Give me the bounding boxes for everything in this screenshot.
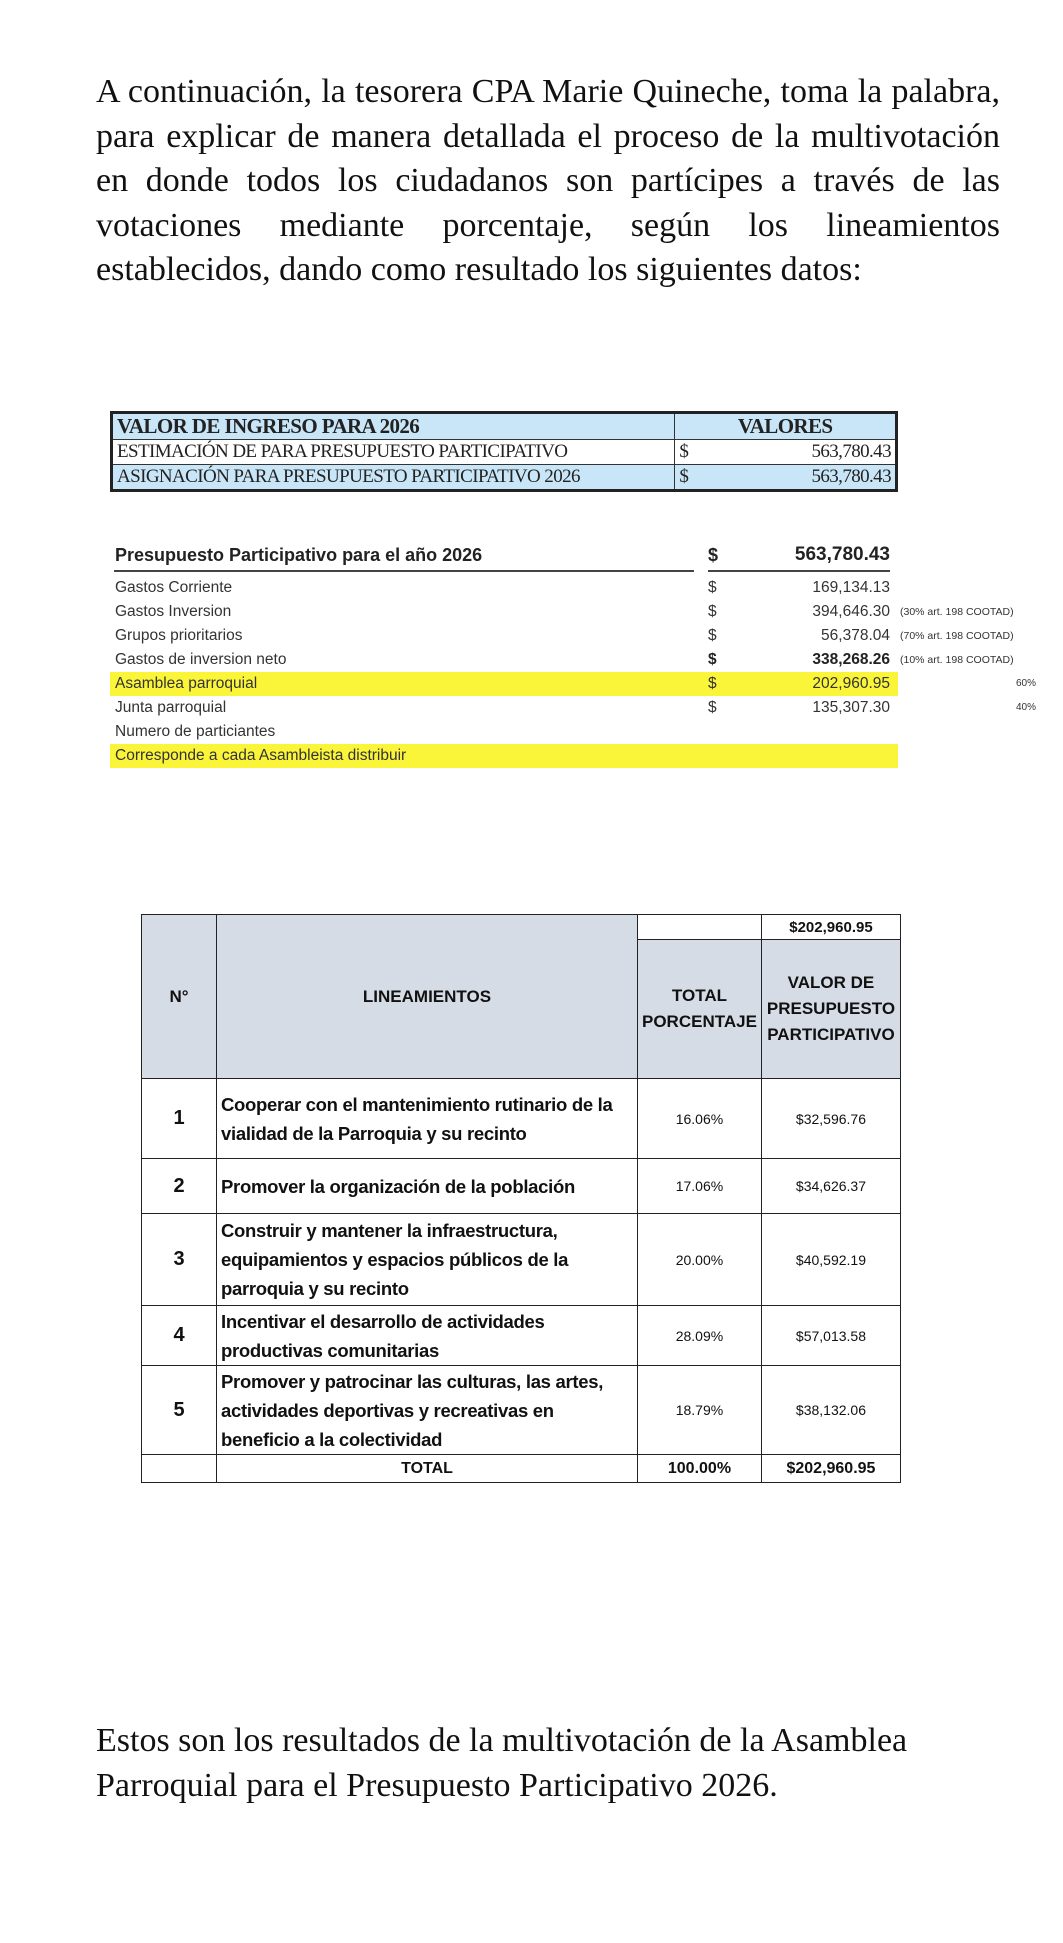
row-note: (10% art. 198 COOTAD) — [900, 654, 1014, 666]
row-percent: 40% — [1015, 702, 1036, 713]
row-value: $34,626.37 — [760, 1158, 902, 1214]
table-row: 4 Incentivar el desarrollo de actividade… — [141, 1305, 902, 1366]
row-label: Junta parroquial — [115, 699, 227, 716]
row-label: ESTIMACIÓN DE PARA PRESUPUESTO PARTICIPA… — [110, 439, 676, 465]
income-row: ASIGNACIÓN PARA PRESUPUESTO PARTICIPATIV… — [110, 464, 898, 491]
row-currency: $ — [674, 439, 700, 465]
row-value: $40,592.19 — [760, 1213, 902, 1306]
closing-paragraph: Estos son los resultados de la multivota… — [96, 1722, 908, 1804]
total-blank — [141, 1454, 217, 1483]
row-label: Grupos prioritarios — [115, 627, 243, 644]
budget-row-highlighted: Asamblea parroquial $202,960.95 60% — [110, 672, 1040, 696]
row-number: 1 — [141, 1078, 217, 1159]
table-row: 2 Promover la organización de la poblaci… — [141, 1158, 902, 1214]
row-note: (30% art. 198 COOTAD) — [900, 606, 1014, 618]
budget-row: Grupos prioritarios $56,378.04 (70% art. 1… — [110, 624, 1040, 648]
header-percent: TOTAL PORCENTAJE — [637, 939, 762, 1079]
budget-title-currency: $ — [708, 545, 719, 565]
row-value: $32,596.76 — [760, 1078, 902, 1159]
row-value: 563,780.43 — [699, 439, 898, 465]
row-currency: $ — [708, 627, 717, 644]
row-percent: 28.09% — [637, 1305, 762, 1366]
header-number: N° — [141, 914, 217, 1079]
header-top-row: N° LINEAMIENTOS $202,960.95 — [141, 914, 902, 1079]
row-label: Gastos Inversion — [115, 603, 232, 620]
row-currency: $ — [674, 464, 700, 491]
header-value: VALOR DE PRESUPUESTO PARTICIPATIVO — [760, 939, 902, 1079]
highlight — [110, 672, 898, 696]
budget-row: Junta parroquial $135,307.30 40% — [110, 696, 1040, 720]
income-table-header: VALOR DE INGRESO PARA 2026 VALORES — [110, 412, 897, 440]
row-value: 169,134.13 — [812, 579, 890, 596]
row-label: ASIGNACIÓN PARA PRESUPUESTO PARTICIPATIV… — [110, 464, 676, 491]
row-note: (70% art. 198 COOTAD) — [900, 630, 1014, 642]
header-values: VALORES — [674, 412, 897, 440]
row-value: 202,960.95 — [812, 675, 890, 692]
row-number: 3 — [141, 1213, 217, 1306]
row-currency: $ — [708, 603, 717, 620]
row-number: 4 — [141, 1305, 217, 1366]
total-label: TOTAL — [216, 1454, 638, 1483]
row-percent: 18.79% — [637, 1365, 762, 1455]
row-label: Corresponde a cada Asambleista distribui… — [115, 747, 407, 764]
table-row: 5 Promover y patrocinar las culturas, la… — [141, 1365, 902, 1455]
row-percent: 20.00% — [637, 1213, 762, 1306]
row-guideline: Promover y patrocinar las culturas, las … — [216, 1365, 638, 1455]
header-top-value: $202,960.95 — [760, 914, 902, 940]
row-value: $38,132.06 — [760, 1365, 902, 1455]
budget-breakdown: Presupuesto Participativo para el año 20… — [110, 540, 1040, 768]
row-guideline: Incentivar el desarrollo de actividades … — [216, 1305, 638, 1366]
row-label: Asamblea parroquial — [115, 675, 258, 692]
row-value: 563,780.43 — [699, 464, 898, 491]
row-number: 2 — [141, 1158, 217, 1214]
budget-title: Presupuesto Participativo para el año 20… — [115, 545, 483, 565]
budget-title-row: Presupuesto Participativo para el año 20… — [110, 540, 1040, 572]
budget-row: Gastos Inversion $394,646.30 (30% art. 198… — [110, 600, 1040, 624]
row-percent: 16.06% — [637, 1078, 762, 1159]
income-table: VALOR DE INGRESO PARA 2026 VALORES ESTIM… — [110, 411, 898, 492]
underline — [708, 570, 890, 572]
guidelines-table: N° LINEAMIENTOS $202,960.95 TOTAL PORCEN… — [141, 914, 902, 1483]
row-value: 135,307.30 — [812, 699, 890, 716]
row-number: 5 — [141, 1365, 217, 1455]
row-label: Numero de particiantes — [115, 723, 276, 740]
row-currency: $ — [708, 651, 717, 668]
header-guidelines: LINEAMIENTOS — [216, 914, 638, 1079]
header-label: VALOR DE INGRESO PARA 2026 — [110, 412, 676, 440]
row-value: 338,268.26 — [812, 651, 890, 668]
budget-row-highlighted: Corresponde a cada Asambleista distribui… — [110, 744, 1040, 768]
row-label: Gastos de inversion neto — [115, 651, 287, 668]
total-percent: 100.00% — [637, 1454, 762, 1483]
budget-row: Gastos de inversion neto $338,268.26 (10% … — [110, 648, 1040, 672]
row-value: 394,646.30 — [812, 603, 890, 620]
budget-row: Numero de particiantes — [110, 720, 1040, 744]
budget-row: Gastos Corriente $169,134.13 — [110, 576, 1040, 600]
total-value: $202,960.95 — [760, 1454, 902, 1483]
row-guideline: Cooperar con el mantenimiento rutinario … — [216, 1078, 638, 1159]
row-label: Gastos Corriente — [115, 579, 233, 596]
highlight — [110, 744, 898, 768]
budget-title-value: 563,780.43 — [794, 544, 890, 565]
row-currency: $ — [708, 579, 717, 596]
underline — [114, 570, 694, 572]
total-row: TOTAL 100.00% $202,960.95 — [141, 1454, 902, 1483]
income-row: ESTIMACIÓN DE PARA PRESUPUESTO PARTICIPA… — [110, 439, 898, 465]
row-value: $57,013.58 — [760, 1305, 902, 1366]
row-percent: 17.06% — [637, 1158, 762, 1214]
row-currency: $ — [708, 699, 717, 716]
table-row: 3 Construir y mantener la infraestructur… — [141, 1213, 902, 1306]
row-value: 56,378.04 — [821, 627, 890, 644]
row-percent: 60% — [1015, 678, 1036, 689]
row-guideline: Promover la organización de la población — [216, 1158, 638, 1214]
row-guideline: Construir y mantener la infraestructura,… — [216, 1213, 638, 1306]
row-currency: $ — [708, 675, 717, 692]
table-row: 1 Cooperar con el mantenimiento rutinari… — [141, 1078, 902, 1159]
header-blank — [637, 914, 762, 940]
intro-paragraph: A continuación, la tesorera CPA Marie Qu… — [96, 73, 1000, 288]
